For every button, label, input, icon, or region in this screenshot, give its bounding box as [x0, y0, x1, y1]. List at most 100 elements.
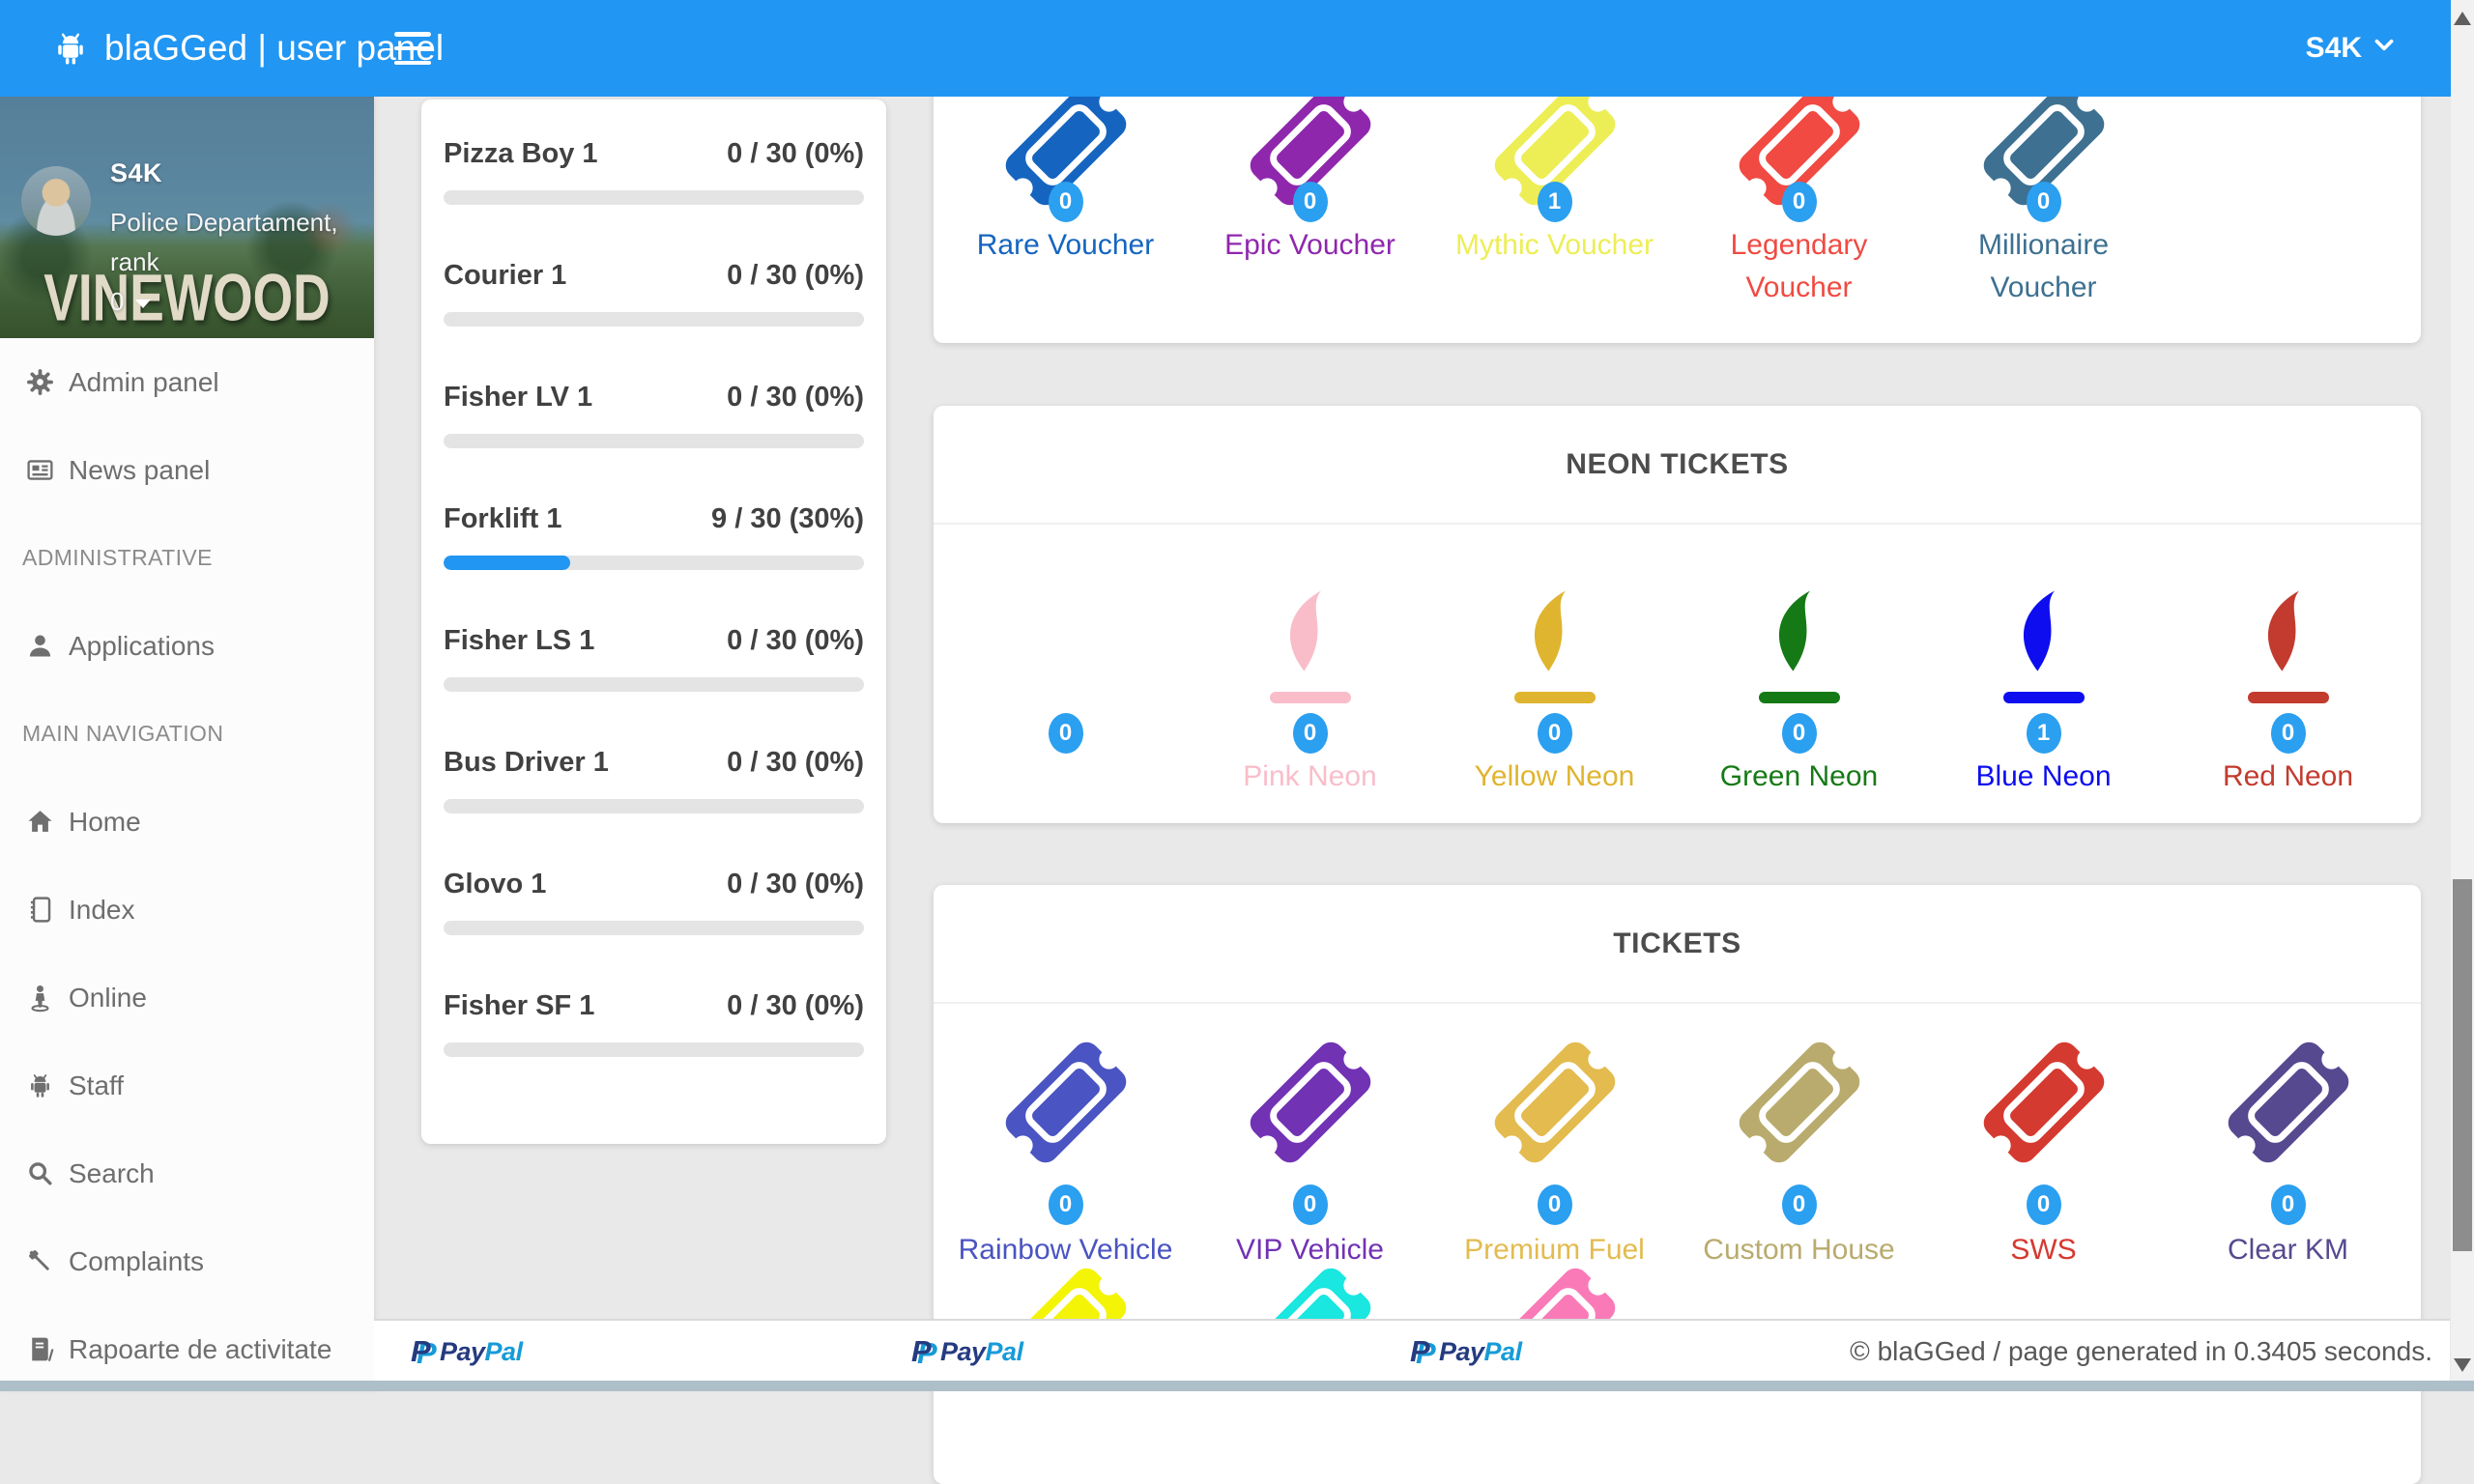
- sidebar-item-rapoarte-de-activitate[interactable]: Rapoarte de activitate: [0, 1305, 374, 1393]
- sidebar-nav: Admin panel News panel ADMINISTRATIVE Appli…: [0, 338, 374, 1393]
- scroll-up-arrow-icon[interactable]: [2454, 12, 2471, 25]
- ticket-icon: [1482, 72, 1627, 217]
- sidebar-item-index[interactable]: Index: [0, 866, 374, 954]
- progress-bar: [444, 1042, 864, 1057]
- progress-bar-fill: [444, 556, 570, 570]
- ticket-icon: [1727, 72, 1872, 217]
- flame-icon: [1238, 577, 1383, 703]
- vertical-scrollbar[interactable]: [2451, 0, 2474, 1381]
- ticket-icon: [1971, 72, 2116, 217]
- neon-item[interactable]: 0 Red Neon: [2166, 525, 2410, 823]
- sidebar-item-admin-panel[interactable]: Admin panel: [0, 338, 374, 426]
- avatar[interactable]: [21, 166, 91, 236]
- android-icon: [50, 26, 91, 71]
- brand[interactable]: blaGGed | user panel: [50, 26, 444, 71]
- ticket-item[interactable]: 0 Premium Fuel: [1432, 1004, 1677, 1294]
- item-label: VIP Vehicle: [1236, 1234, 1384, 1266]
- job-progress-item: Glovo 1 0 / 30 (0%): [444, 869, 864, 990]
- scroll-down-arrow-icon[interactable]: [2454, 1358, 2471, 1372]
- sidebar-item-label: Index: [69, 894, 135, 925]
- ticket-item[interactable]: 0 VIP Vehicle: [1188, 1004, 1432, 1294]
- app-header: blaGGed | user panel S4K: [0, 0, 2451, 97]
- notebook-icon: [22, 895, 57, 926]
- home-icon: [22, 807, 57, 838]
- voucher-item[interactable]: 0 Legendary Voucher: [1677, 29, 1921, 343]
- neon-item[interactable]: 0 Yellow Neon: [1432, 525, 1677, 823]
- sidebar-item-online[interactable]: Online: [0, 954, 374, 1042]
- ticket-item[interactable]: 0 Custom House: [1677, 1004, 1921, 1294]
- progress-bar: [444, 312, 864, 327]
- count-badge: 0: [1048, 182, 1083, 222]
- job-progress-item: Fisher LV 1 0 / 30 (0%): [444, 382, 864, 503]
- job-value: 0 / 30 (0%): [727, 382, 864, 413]
- item-label: Clear KM: [2227, 1234, 2349, 1266]
- jobs-progress-card: Pizza Boy 1 0 / 30 (0%) Courier 1 0 / 30 (0…: [421, 100, 886, 1144]
- progress-bar: [444, 556, 864, 570]
- item-label: Yellow Neon: [1474, 760, 1635, 792]
- sidebar-item-news-panel[interactable]: News panel: [0, 426, 374, 514]
- voucher-item[interactable]: 0 Epic Voucher: [1188, 29, 1432, 343]
- item-label: Red Neon: [2222, 760, 2354, 792]
- voucher-item[interactable]: 0 Rare Voucher: [943, 29, 1188, 343]
- flame-icon: [1971, 577, 2116, 703]
- neon-item[interactable]: 0 Green Neon: [1677, 525, 1921, 823]
- job-progress-item: Bus Driver 1 0 / 30 (0%): [444, 747, 864, 869]
- sidebar-item-label: Online: [69, 982, 147, 1013]
- progress-bar: [444, 190, 864, 205]
- job-progress-item: Pizza Boy 1 0 / 30 (0%): [444, 138, 864, 260]
- sidebar-item-applications[interactable]: Applications: [0, 602, 374, 690]
- job-label: Forklift 1: [444, 503, 562, 534]
- ticket-item[interactable]: 0 SWS: [1921, 1004, 2166, 1294]
- profile-name: S4K: [110, 158, 163, 187]
- job-progress-item: Fisher LS 1 0 / 30 (0%): [444, 625, 864, 747]
- job-value: 0 / 30 (0%): [727, 747, 864, 778]
- job-label: Pizza Boy 1: [444, 138, 598, 169]
- jobs-progress-list: Pizza Boy 1 0 / 30 (0%) Courier 1 0 / 30 (0…: [444, 138, 864, 1112]
- neon-item[interactable]: 1 Blue Neon: [1921, 525, 2166, 823]
- sidebar: VINEWOOD S4K Police Departament, rank 0 …: [0, 97, 374, 1391]
- voucher-item[interactable]: 0 Millionaire Voucher: [1921, 29, 2166, 343]
- neon-item[interactable]: 0: [943, 525, 1188, 823]
- sidebar-item-complaints[interactable]: Complaints: [0, 1217, 374, 1305]
- sidebar-item-home[interactable]: Home: [0, 778, 374, 866]
- user-menu[interactable]: S4K: [2306, 0, 2397, 97]
- journal-icon: [22, 1334, 57, 1365]
- item-label: Blue Neon: [1975, 760, 2112, 792]
- count-badge: 0: [1292, 1184, 1328, 1225]
- bottom-scrollbar-track[interactable]: [0, 1381, 2474, 1391]
- sidebar-item-label: Complaints: [69, 1245, 205, 1276]
- neon-tickets-card: NEON TICKETS 0 0 Pink Neon 0 Yellow Neon 0 Gre…: [934, 406, 2421, 823]
- sidebar-item-search[interactable]: Search: [0, 1129, 374, 1217]
- count-badge: 0: [1292, 182, 1328, 222]
- voucher-item[interactable]: 1 Mythic Voucher: [1432, 29, 1677, 343]
- tickets-grid: 0 Rainbow Vehicle 0 VIP Vehicle 0 Premium Fue…: [943, 1004, 2410, 1294]
- sidebar-item-staff[interactable]: Staff: [0, 1042, 374, 1129]
- ticket-icon: [993, 1030, 1138, 1175]
- neon-base-bar: [2247, 692, 2329, 703]
- neon-item[interactable]: 0 Pink Neon: [1188, 525, 1432, 823]
- neon-card-title: NEON TICKETS: [1566, 447, 1789, 480]
- count-badge: 0: [1537, 713, 1572, 754]
- count-badge: 0: [1781, 1184, 1817, 1225]
- tickets-card: TICKETS 0 Rainbow Vehicle 0 VIP Vehicle 0 Pre…: [934, 885, 2421, 1484]
- vouchers-grid: 0 Rare Voucher 0 Epic Voucher 1 Mythic Vouche…: [943, 29, 2410, 343]
- ticket-item[interactable]: 0 Clear KM: [2166, 1004, 2410, 1294]
- ticket-icon: [1482, 1030, 1627, 1175]
- job-value: 0 / 30 (0%): [727, 869, 864, 899]
- count-badge: 0: [1781, 713, 1817, 754]
- neon-base-bar: [1024, 692, 1107, 703]
- count-badge: 1: [1537, 182, 1572, 222]
- sidebar-item-label: News panel: [69, 454, 211, 485]
- scrollbar-thumb[interactable]: [2453, 879, 2472, 1251]
- profile-faction-dropdown[interactable]: Police Departament, rank 0: [110, 203, 374, 322]
- ticket-item[interactable]: 0 Rainbow Vehicle: [943, 1004, 1188, 1294]
- count-badge: 0: [1048, 1184, 1083, 1225]
- menu-toggle-button[interactable]: [394, 32, 431, 65]
- neon-base-bar: [1758, 692, 1840, 703]
- street-view-icon: [22, 983, 57, 1013]
